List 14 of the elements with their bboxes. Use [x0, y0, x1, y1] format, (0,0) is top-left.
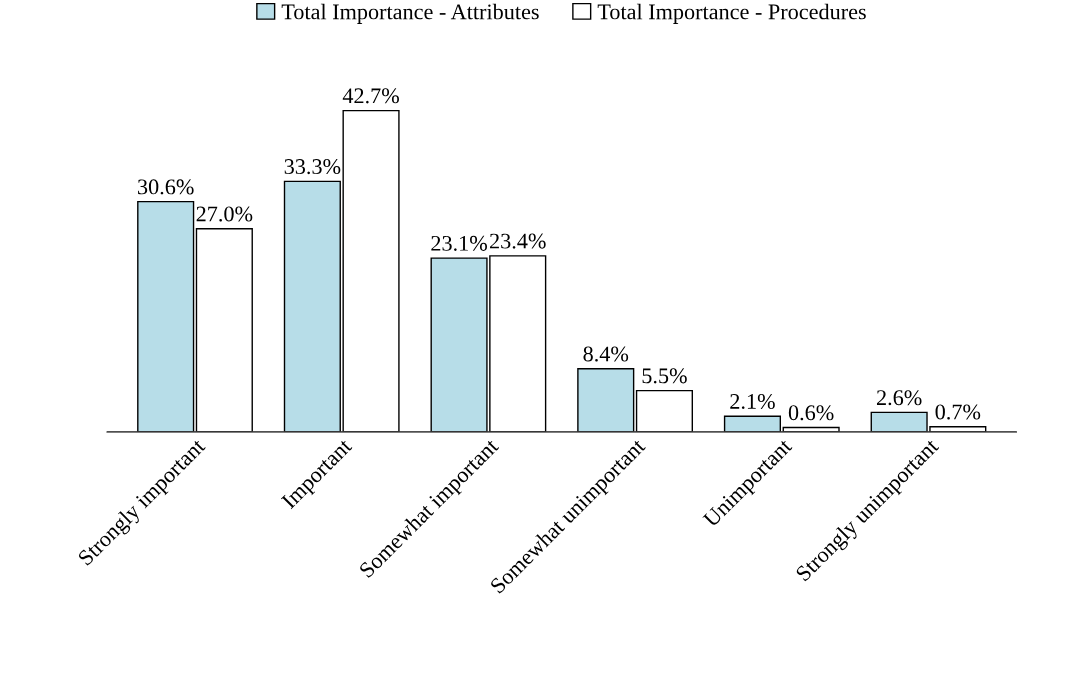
data-label: 0.7% [935, 404, 981, 420]
data-label: 42.7% [342, 88, 399, 104]
data-label: 23.4% [490, 233, 546, 249]
data-label: 2.1% [730, 393, 775, 409]
data-label: 23.1% [431, 235, 488, 251]
data-label: 8.4% [583, 346, 629, 362]
data-label: 27.0% [196, 206, 253, 222]
data-label: 0.6% [788, 405, 834, 421]
data-label: 5.5% [642, 368, 687, 384]
data-label: 33.3% [284, 159, 341, 175]
data-label: 2.6% [876, 390, 922, 406]
legend-label: Total Importance - Attributes [281, 3, 539, 24]
data-label: 30.6% [138, 179, 194, 195]
legend-label: Total Importance - Procedures [597, 3, 866, 24]
